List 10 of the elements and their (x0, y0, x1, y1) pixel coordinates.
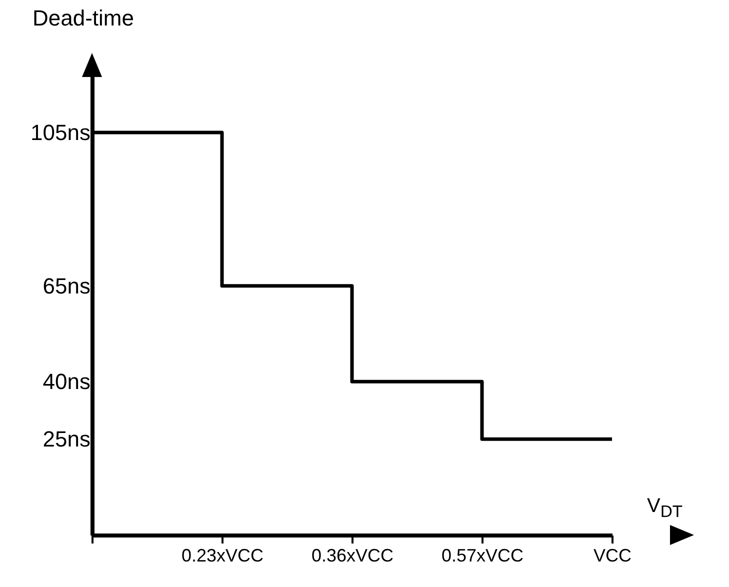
y-tick-label: 65ns (42, 273, 90, 298)
x-axis-title: V$_{DT}$ (647, 495, 683, 522)
y-axis-title: Dead-time (32, 6, 134, 30)
x-tick-label: 0.23xVCC (181, 546, 264, 566)
x-tick-label: 0.57xVCC (441, 546, 524, 566)
y-tick-label: 105ns (30, 120, 90, 145)
y-tick-label: 40ns (42, 369, 90, 394)
y-tick-label: 25ns (42, 426, 90, 452)
x-tick-label: VCC (593, 546, 632, 566)
x-tick-label: 0.36xVCC (311, 546, 394, 566)
